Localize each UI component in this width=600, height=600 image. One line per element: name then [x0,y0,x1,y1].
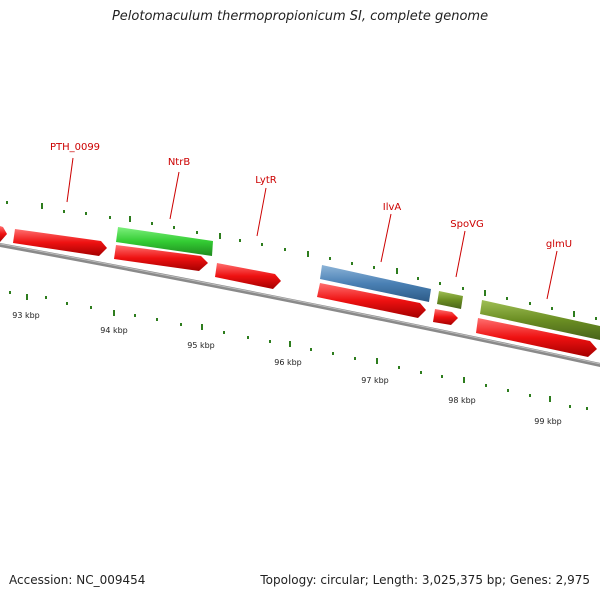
cds-arrow-2[interactable] [114,245,208,271]
leader-ntrb [169,171,180,220]
kbp-label: 95 kbp [187,341,215,350]
cds-arrow-5[interactable] [433,309,458,325]
cds-arrow-0[interactable] [0,226,7,242]
gene-label-spovg[interactable]: SpoVG [450,219,483,230]
gene-label-ntrb[interactable]: NtrB [168,157,191,168]
kbp-label: 98 kbp [448,396,476,405]
genome-backbone-highlight [0,243,600,365]
kbp-label: 93 kbp [12,311,40,320]
gene-leader-lines [66,157,558,300]
gene-label-ilva[interactable]: IlvA [383,202,402,213]
cds-arrow-4[interactable] [317,283,426,318]
feature-bar-ilva[interactable] [320,265,431,302]
lower-tick-row [9,291,588,410]
cds-arrow-3[interactable] [215,263,281,289]
gene-label-pth-0099[interactable]: PTH_0099 [50,142,100,153]
leader-pth-0099 [66,157,74,203]
cds-arrow-6[interactable] [476,318,597,357]
upper-tick-row [6,201,597,320]
feature-bar-glmu[interactable] [480,300,600,340]
feature-bar-spovg[interactable] [437,291,463,309]
kbp-label: 97 kbp [361,376,389,385]
leader-lytr [256,187,267,237]
cds-arrow-1[interactable] [13,229,107,256]
page-title: Pelotomaculum thermopropionicum SI, comp… [111,9,489,24]
kbp-label: 99 kbp [534,417,562,426]
gene-label-lytr[interactable]: LytR [255,175,276,186]
genome-backbone [0,242,600,367]
leader-ilva [380,213,392,263]
accession-text: Accession: NC_009454 [9,573,146,587]
gene-label-glmu[interactable]: glmU [546,239,572,250]
kbp-label: 96 kbp [274,358,302,367]
leader-glmu [546,250,558,300]
feature-bar-ntrb[interactable] [116,227,213,256]
kbp-label: 94 kbp [100,326,128,335]
kbp-scale-labels: 93 kbp 94 kbp 95 kbp 96 kbp 97 kbp 98 kb… [12,311,562,426]
leader-spovg [455,230,466,278]
genome-stats-text: Topology: circular; Length: 3,025,375 bp… [260,573,590,587]
